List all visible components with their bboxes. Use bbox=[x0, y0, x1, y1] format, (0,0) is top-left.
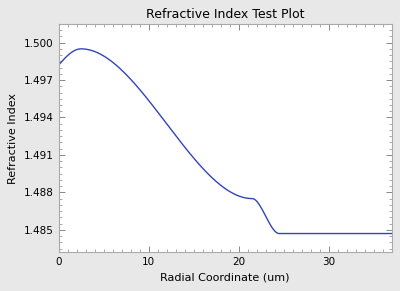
X-axis label: Radial Coordinate (um): Radial Coordinate (um) bbox=[160, 273, 290, 283]
Y-axis label: Refractive Index: Refractive Index bbox=[8, 93, 18, 184]
Title: Refractive Index Test Plot: Refractive Index Test Plot bbox=[146, 8, 304, 21]
